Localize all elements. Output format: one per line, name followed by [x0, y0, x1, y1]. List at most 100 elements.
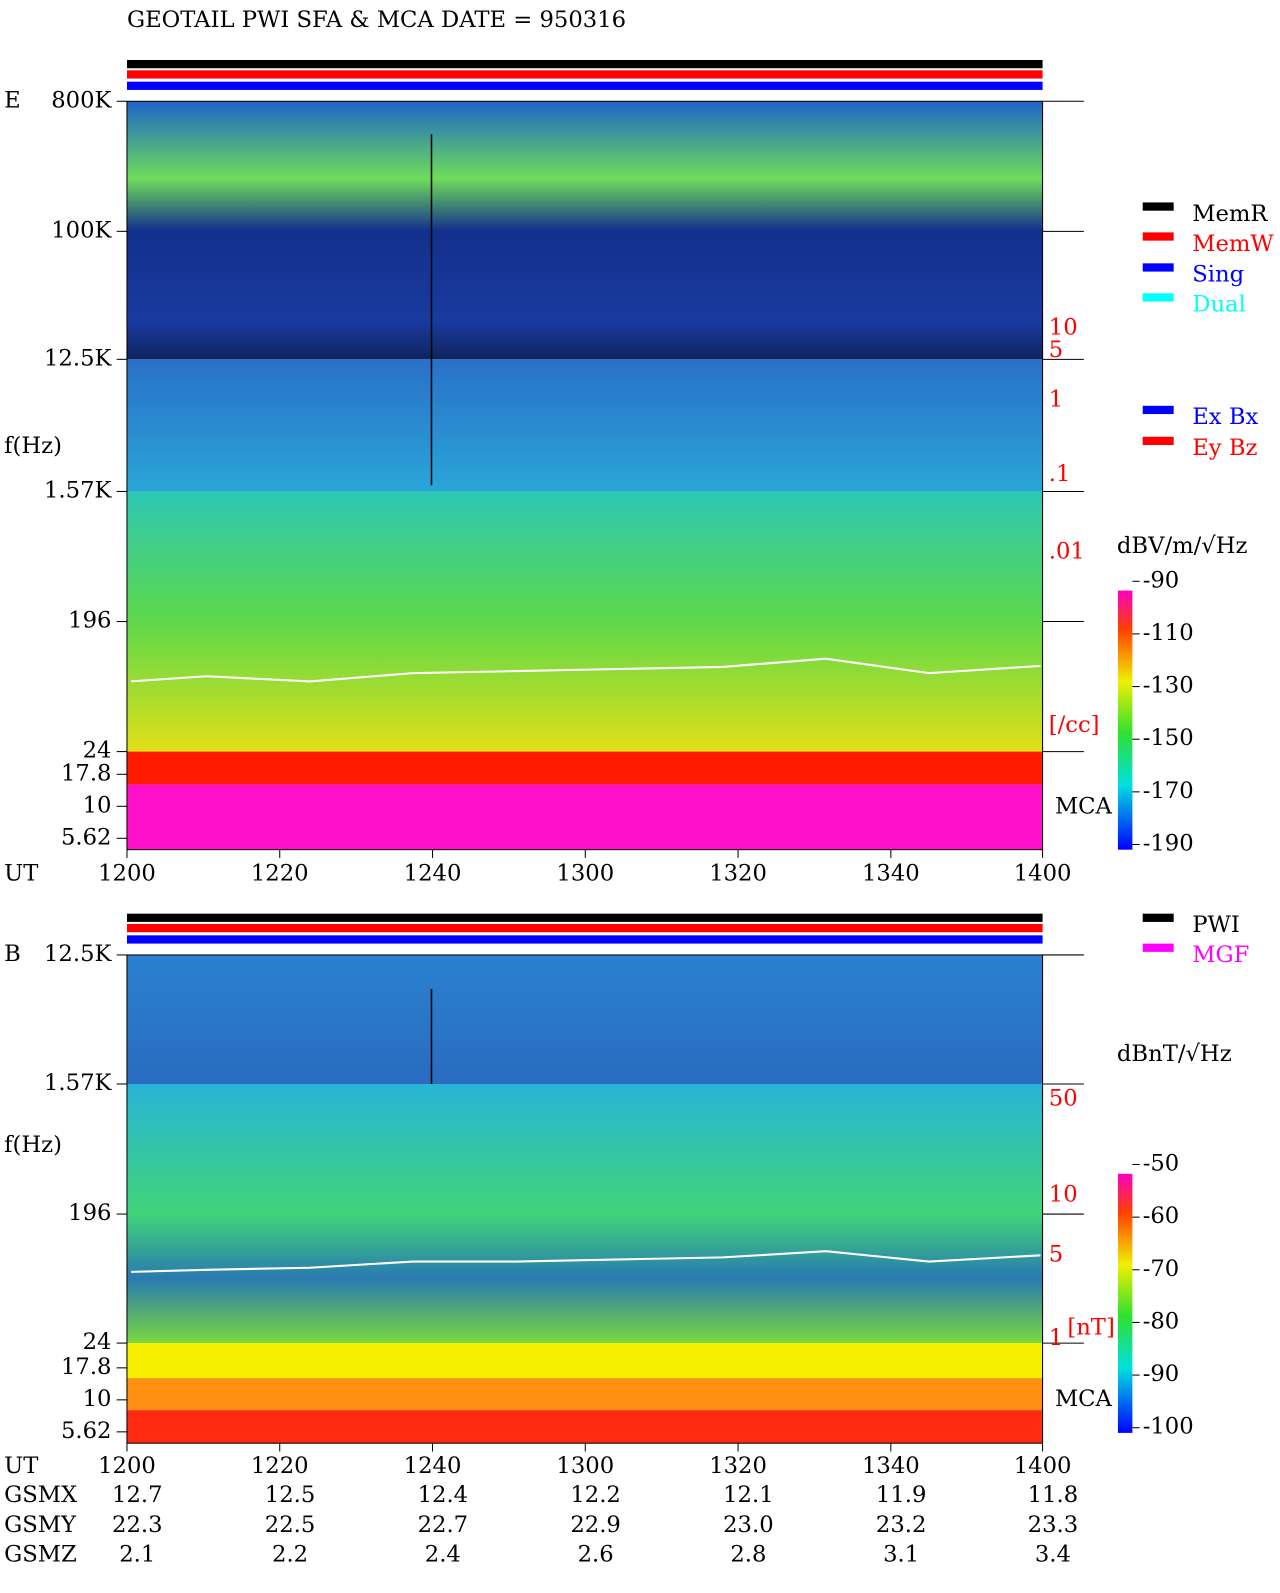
y-tick-label: 10 [83, 792, 112, 818]
orbit-value: 3.4 [1035, 1542, 1071, 1568]
right-tick-label: [nT] [1067, 1315, 1114, 1341]
y-tick-label: 100K [51, 217, 112, 243]
orbit-value: 2.4 [425, 1542, 461, 1568]
colorbar-tick-label: -90 [1143, 1361, 1180, 1387]
y-tick-label: 196 [68, 1200, 111, 1226]
x-tick-label: 1200 [98, 1453, 156, 1479]
x-tick-label: 1340 [862, 860, 920, 886]
orbit-value: 3.1 [883, 1542, 919, 1568]
legend-swatch [1142, 232, 1174, 241]
right-tick-label: 10 [1049, 1181, 1078, 1207]
y-tick-label: 5.62 [61, 1418, 112, 1444]
orbit-value: 11.9 [876, 1482, 927, 1508]
orbit-value: 12.1 [723, 1482, 774, 1508]
panel-label: E [4, 87, 21, 113]
legend-label: MemW [1192, 231, 1274, 257]
right-tick-label: 1 [1049, 387, 1063, 413]
legend-label: Sing [1192, 262, 1244, 288]
right-tick-label: 50 [1049, 1085, 1078, 1111]
orbit-value: 2.1 [119, 1542, 155, 1568]
x-tick-label: 1240 [404, 860, 462, 886]
orbit-name: GSMY [4, 1512, 77, 1538]
status-bar [126, 913, 1043, 922]
orbit-value: 23.3 [1028, 1512, 1079, 1538]
right-tick-label: .1 [1049, 461, 1071, 487]
title: GEOTAIL PWI SFA & MCA DATE = 950316 [127, 7, 626, 33]
legend-swatch [1142, 943, 1174, 952]
x-tick-label: 1220 [251, 1453, 309, 1479]
orbit-value: 12.5 [265, 1482, 316, 1508]
x-tick-label: 1320 [709, 860, 767, 886]
panel-label: B [4, 941, 21, 967]
legend-label: Ey Bz [1192, 435, 1257, 461]
legend-swatch [1142, 913, 1174, 922]
x-axis-label: UT [4, 860, 38, 886]
colorbar-tick-label: -190 [1143, 831, 1194, 857]
legend-swatch [1142, 436, 1174, 446]
status-bar [126, 923, 1043, 933]
legend-swatch [1142, 405, 1174, 415]
colorbar-tick-label: -80 [1143, 1308, 1180, 1334]
y-tick-label: 196 [68, 608, 111, 634]
orbit-value: 22.5 [265, 1512, 316, 1538]
legend-label: Dual [1192, 292, 1246, 318]
y-axis-label: f(Hz) [4, 1132, 62, 1158]
colorbar-tick-label: -90 [1143, 567, 1180, 593]
mca-label: MCA [1055, 793, 1113, 819]
x-tick-label: 1340 [862, 1453, 920, 1479]
y-tick-label: 1.57K [44, 477, 113, 503]
orbit-value: 12.4 [418, 1482, 469, 1508]
orbit-value: 12.7 [112, 1482, 163, 1508]
orbit-value: 22.3 [112, 1512, 163, 1538]
right-tick-label: .01 [1049, 538, 1085, 564]
y-tick-label: 24 [83, 738, 112, 764]
right-tick-label: 5 [1049, 1241, 1063, 1267]
status-bar [126, 59, 1043, 69]
x-tick-label: 1400 [1014, 1453, 1072, 1479]
orbit-value: 12.2 [570, 1482, 621, 1508]
status-bar [126, 70, 1043, 79]
colorbar-unit: dBnT/√Hz [1117, 1041, 1232, 1067]
x-tick-label: 1300 [556, 860, 614, 886]
colorbar-tick-label: -170 [1143, 778, 1194, 804]
right-tick-label: 10 [1049, 314, 1078, 340]
orbit-name: GSMZ [4, 1542, 77, 1568]
colorbar-tick-label: -150 [1143, 725, 1194, 751]
y-tick-label: 12.5K [44, 345, 113, 371]
legend-label: MemR [1192, 201, 1268, 227]
x-tick-label: 1400 [1014, 860, 1072, 886]
y-axis-label: f(Hz) [4, 433, 62, 459]
spectrogram-b [126, 954, 1043, 1444]
x-tick-label: 1200 [98, 860, 156, 886]
y-tick-label: 1.57K [44, 1070, 113, 1096]
colorbar-tick-label: -70 [1143, 1256, 1180, 1282]
colorbar-tick-label: -110 [1143, 620, 1194, 646]
y-tick-label: 24 [83, 1329, 112, 1355]
orbit-value: 2.2 [272, 1542, 308, 1568]
spectrogram-e [126, 101, 1043, 850]
y-tick-label: 12.5K [44, 941, 113, 967]
legend-swatch [1142, 202, 1174, 211]
legend-label: MGF [1192, 942, 1249, 968]
orbit-value: 22.7 [418, 1512, 469, 1538]
legend-swatch [1142, 293, 1174, 302]
y-tick-label: 800K [51, 87, 112, 113]
orbit-value: 23.0 [723, 1512, 774, 1538]
colorbar [1117, 590, 1133, 850]
x-tick-label: 1300 [556, 1453, 614, 1479]
status-bar [126, 81, 1043, 90]
x-tick-label: 1220 [251, 860, 309, 886]
y-tick-label: 17.8 [61, 760, 112, 786]
colorbar-tick-label: -60 [1143, 1203, 1180, 1229]
colorbar-tick-label: -100 [1143, 1414, 1194, 1440]
right-tick-label: 1 [1049, 1325, 1063, 1351]
orbit-value: 2.6 [578, 1542, 614, 1568]
right-tick-label: 5 [1049, 337, 1063, 363]
status-bar [126, 935, 1043, 944]
y-tick-label: 17.8 [61, 1354, 112, 1380]
x-tick-label: 1320 [709, 1453, 767, 1479]
orbit-value: 23.2 [876, 1512, 927, 1538]
legend-swatch [1142, 263, 1174, 272]
y-tick-label: 10 [83, 1386, 112, 1412]
